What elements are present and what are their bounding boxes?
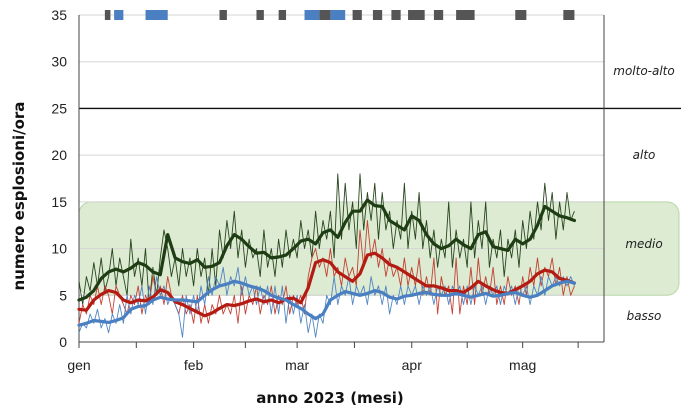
event-marker [145, 10, 168, 20]
y-axis-title: numero esplosioni/ora [10, 102, 28, 291]
event-marker [304, 10, 320, 20]
raw-series-layer [78, 173, 575, 338]
x-tick-label: apr [402, 357, 423, 373]
y-tick-label: 0 [59, 334, 67, 350]
level-label: basso [627, 309, 662, 323]
event-marker [391, 10, 401, 20]
event-marker [433, 10, 444, 20]
y-tick-label: 5 [59, 287, 67, 303]
x-tick-labels: gen feb mar apr mag [67, 357, 536, 373]
event-marker [563, 10, 575, 20]
y-tick-label: 35 [51, 7, 67, 23]
y-tick-labels: 0 5 10 15 20 25 30 35 [51, 7, 67, 350]
event-marker [104, 10, 111, 20]
level-label: alto [633, 148, 656, 162]
y-tick-label: 10 [51, 241, 67, 257]
level-label: molto-alto [613, 64, 674, 78]
y-tick-label: 20 [51, 147, 67, 163]
series-1-smoothed-line [77, 251, 576, 318]
y-tick-label: 25 [51, 100, 67, 116]
event-marker [352, 10, 362, 20]
event-marker [330, 10, 346, 20]
x-tick-label: mag [509, 357, 536, 373]
x-tick-label: feb [184, 357, 204, 373]
event-marker [256, 10, 264, 20]
event-marker [372, 10, 383, 20]
series-2-raw-line [78, 266, 575, 338]
event-marker [114, 10, 124, 20]
axes [78, 15, 605, 348]
event-marker [456, 10, 475, 20]
event-marker [408, 10, 425, 20]
series-0-raw-line [78, 173, 575, 306]
series-0-smoothed-line [77, 198, 576, 302]
event-marker [515, 10, 527, 20]
y-tick-label: 30 [51, 54, 67, 70]
level-label: medio [625, 237, 662, 251]
event-markers-layer [104, 10, 575, 20]
x-tick-label: mar [285, 357, 309, 373]
event-marker [319, 10, 331, 20]
series-2-smoothed-line [77, 279, 576, 327]
level-labels: molto-alto alto medio basso [613, 64, 674, 323]
event-marker [219, 10, 227, 20]
smoothed-series-layer [77, 198, 576, 327]
event-marker [278, 10, 287, 20]
y-tick-label: 15 [51, 194, 67, 210]
x-axis-title: anno 2023 (mesi) [256, 389, 404, 407]
x-tick-label: gen [67, 357, 90, 373]
